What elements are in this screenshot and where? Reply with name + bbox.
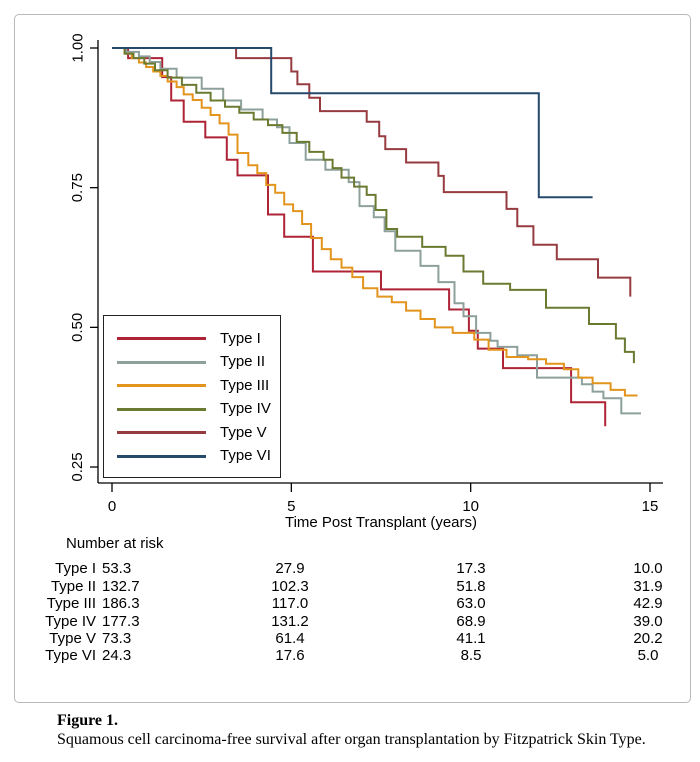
risk-row-type-v: Type V 73.3 61.4 41.1 20.2 [0,630,700,648]
legend-line-swatch [117,407,206,411]
legend-box: Type I Type II Type III Type IV Type V Type V… [103,315,281,478]
risk-row-label: Type VI [45,647,96,664]
risk-row-label: Type II [50,577,96,595]
risk-value: 10.0 [633,560,663,577]
risk-value: 177.3 [102,612,140,630]
risk-value: 31.9 [633,577,663,595]
risk-value: 17.3 [456,560,486,577]
y-tick-label: 0.25 [69,452,86,481]
legend-label: Type II [220,353,266,370]
risk-row-label: Type IV [45,612,96,630]
survival-curve-type-i [112,47,607,427]
risk-row-type-ii: Type II 132.7 102.3 51.8 31.9 [0,578,700,596]
x-tick-label: 5 [287,498,295,515]
risk-value: 17.6 [275,647,305,664]
risk-value: 41.1 [456,630,486,647]
x-tick-label: 15 [642,498,659,515]
legend-label: Type IV [220,400,271,417]
legend-line-swatch [117,360,206,364]
legend-label: Type VI [220,447,271,464]
y-tick-label: 0.50 [69,313,86,342]
risk-value: 42.9 [633,595,663,612]
risk-value: 24.3 [102,647,132,664]
legend-line-swatch [117,431,206,434]
risk-value: 73.3 [102,630,132,647]
risk-value: 131.2 [271,612,309,630]
y-tick-label: 1.00 [69,33,86,62]
x-tick-label: 10 [462,498,479,515]
legend-line-swatch [117,454,206,458]
survival-curve-type-iii [112,47,638,397]
risk-row-type-iii: Type III 186.3 117.0 63.0 42.9 [0,595,700,613]
figure-caption-text: Squamous cell carcinoma-free survival af… [57,731,646,748]
risk-value: 27.9 [275,560,305,577]
risk-value: 51.8 [456,577,486,595]
legend-line-swatch [117,337,206,340]
risk-value: 20.2 [633,630,663,647]
y-tick-label: 0.75 [69,173,86,202]
survival-curve-type-vi [112,47,593,199]
risk-value: 8.5 [460,647,482,664]
number-at-risk-header: Number at risk [66,535,164,552]
legend-label: Type I [220,329,261,347]
risk-value: 68.9 [456,612,486,630]
risk-value: 5.0 [637,647,659,664]
risk-row-label: Type V [49,630,96,647]
risk-value: 102.3 [271,577,309,595]
figure-caption: Figure 1. Squamous cell carcinoma-free s… [57,711,687,749]
legend-label: Type III [220,376,270,394]
risk-row-type-i: Type I 53.3 27.9 17.3 10.0 [0,560,700,578]
survival-chart: 1.00 0.75 0.50 0.25 0 5 10 15 [69,33,663,515]
risk-value: 39.0 [633,612,663,630]
survival-curve-type-ii [112,47,641,415]
risk-value: 186.3 [102,595,140,612]
risk-value: 63.0 [456,595,486,612]
risk-value: 61.4 [275,630,305,647]
legend-line-swatch [117,384,206,387]
x-axis-title: Time Post Transplant (years) [284,514,477,531]
risk-value: 132.7 [102,577,140,595]
legend-label: Type V [220,423,267,441]
survival-curve-type-v [112,47,632,297]
x-tick-label: 0 [108,498,116,515]
risk-row-label: Type III [46,595,96,612]
risk-row-label: Type I [55,560,96,577]
risk-row-type-vi: Type VI 24.3 17.6 8.5 5.0 [0,647,700,665]
risk-value: 53.3 [102,560,132,577]
risk-row-type-iv: Type IV 177.3 131.2 68.9 39.0 [0,613,700,631]
survival-curve-type-iv [112,47,635,364]
figure-caption-label: Figure 1. [57,712,119,729]
risk-value: 117.0 [271,595,309,612]
